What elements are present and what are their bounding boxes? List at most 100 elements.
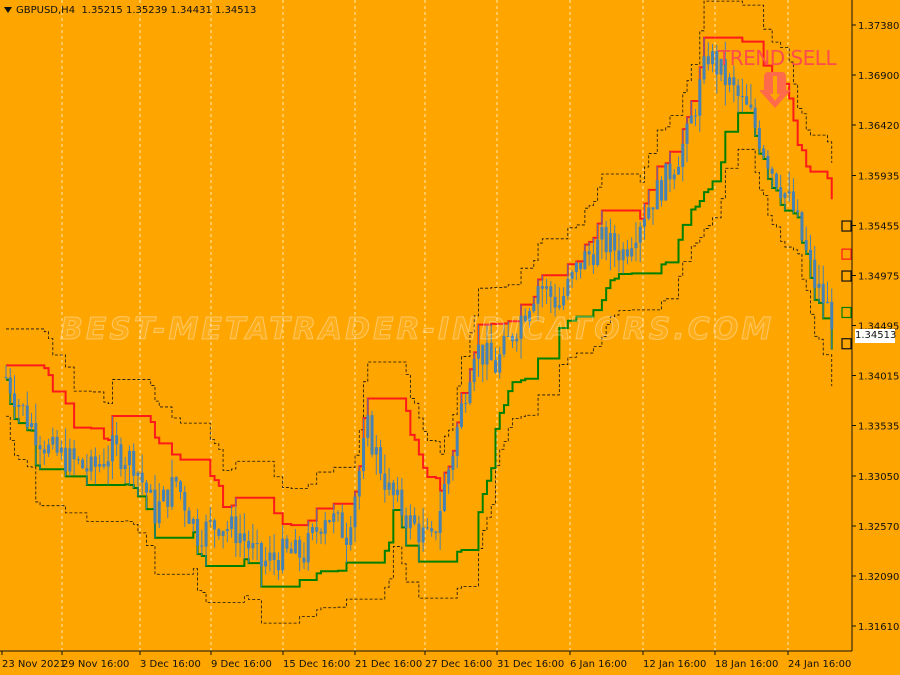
chart-title: GBPUSD,H4 1.35215 1.35239 1.34431 1.3451… [4,5,256,16]
x-tick-label: 12 Jan 16:00 [643,659,706,670]
candle-body [408,515,412,529]
candle-body [591,254,595,266]
candle-body [715,51,719,75]
candle-body [430,528,434,532]
candle-body [255,542,259,544]
price-marker [841,306,852,319]
candle-body [732,77,736,86]
x-tick-label: 9 Dec 16:00 [211,659,272,670]
candle-body [523,315,527,322]
price-marker [841,270,852,282]
x-tick-label: 31 Dec 16:00 [497,659,564,670]
candle-body [532,303,536,312]
candle-body [757,128,761,149]
candle-body [213,520,217,530]
y-tick-label: 1.37380 [858,21,899,32]
candle-body [374,447,378,455]
candle-body [191,519,195,524]
candle-body [153,489,157,524]
candle-body [579,262,583,270]
candle-body [476,344,480,359]
candle-body [557,305,561,308]
candle-body [766,155,770,169]
candle-body [357,471,361,497]
candle-body [451,455,455,470]
candle-body [306,533,310,563]
candle-body [51,436,55,445]
trend-signal-label: TREND SELL [718,46,837,70]
candle-body [47,444,51,454]
candle-body [574,262,578,273]
candle-body [608,233,612,253]
candle-body [30,423,34,428]
candle-body [421,527,425,543]
y-tick-label: 1.34495 [858,322,899,333]
candle-body [379,447,383,474]
candle-body [481,344,485,365]
candle-body [13,393,17,407]
candle-body [383,473,387,490]
candle-body [366,415,370,438]
candle-body [702,56,706,80]
candle-body [234,516,238,544]
candle-body [174,477,178,482]
candle-body [745,96,749,105]
candle-body [247,540,251,549]
candle-body [157,501,161,524]
candle-body [272,552,276,561]
candle-body [511,335,515,342]
y-tick-label: 1.36420 [858,121,899,132]
collapse-triangle-icon[interactable] [4,7,12,13]
candle-body [813,259,817,288]
candle-body [528,311,532,322]
candle-body [59,447,63,453]
candle-body [166,489,170,507]
candle-body [396,489,400,496]
candle-body [642,218,646,227]
candle-body [140,472,144,483]
candle-body [93,456,97,467]
candle-body [625,249,629,257]
candle-body [583,251,587,270]
candle-body [791,191,795,211]
candle-body [600,227,604,240]
candle-body [562,295,566,306]
candle-body [204,521,208,547]
candle-body [485,342,489,365]
candle-body [102,464,106,467]
x-tick-label: 3 Dec 16:00 [140,659,201,670]
candle-body [694,115,698,117]
candle-body [127,450,131,466]
candle-body [345,537,349,545]
candle-body [681,143,685,167]
candle-body [81,459,85,469]
candle-body [404,515,408,529]
candle-body [387,482,391,490]
x-tick-label: 29 Nov 16:00 [62,659,129,670]
upper-band-line [6,36,833,527]
candle-body [298,539,302,558]
candle-body [187,510,191,524]
candle-body [613,233,617,251]
candle-body [161,489,165,502]
candle-body [493,360,497,373]
candle-body [617,250,621,261]
candle-body [268,552,272,561]
candle-body [774,173,778,188]
y-tick-label: 1.35935 [858,172,899,183]
y-tick-label: 1.33050 [858,472,899,483]
candle-body [489,342,493,361]
candle-body [459,403,463,427]
candle-body [664,163,668,201]
candle-body [740,95,744,97]
candle-body [98,464,102,467]
candle-body [85,468,89,472]
down-arrow-icon [760,72,790,108]
candle-body [38,445,42,450]
candle-body [502,335,506,355]
candle-body [545,286,549,289]
x-tick-label: 18 Jan 16:00 [715,659,778,670]
candle-body [442,483,446,512]
candle-body [336,512,340,514]
